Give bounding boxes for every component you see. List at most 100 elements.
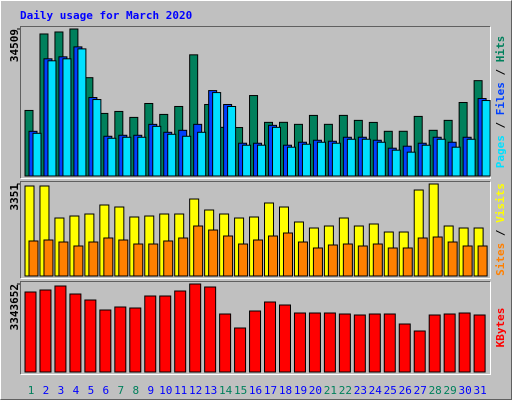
x-tick-label: 19 <box>294 384 307 397</box>
bar <box>458 312 471 373</box>
bar <box>372 243 383 277</box>
bar <box>88 241 99 277</box>
legend-separator: / <box>494 62 507 82</box>
x-tick-label: 25 <box>384 384 397 397</box>
x-tick-label: 9 <box>147 384 154 397</box>
x-tick-label: 17 <box>264 384 277 397</box>
x-tick-label: 13 <box>204 384 217 397</box>
bar <box>58 241 69 277</box>
bar <box>107 137 117 177</box>
x-tick-label: 16 <box>249 384 262 397</box>
bar <box>137 136 147 177</box>
bar <box>257 144 267 177</box>
bar <box>159 295 172 373</box>
x-tick-label: 12 <box>189 384 202 397</box>
panel-bevel-dark <box>20 281 491 375</box>
y-tick-label: 34509 <box>8 29 21 62</box>
x-tick-label: 24 <box>369 384 383 397</box>
bar <box>477 245 488 277</box>
bar <box>163 240 174 277</box>
bar <box>297 241 308 277</box>
x-tick-label: 6 <box>103 384 110 397</box>
chart-title: Daily usage for March 2020 <box>20 9 192 22</box>
bar <box>178 237 189 277</box>
bar <box>383 313 396 373</box>
y-tick-label: 3343652 <box>8 284 21 330</box>
x-tick-label: 23 <box>354 384 367 397</box>
bar <box>301 143 311 177</box>
bar <box>286 146 296 177</box>
bar <box>278 304 291 373</box>
x-tick-label: 27 <box>414 384 427 397</box>
x-tick-label: 30 <box>459 384 472 397</box>
x-tick-label: 14 <box>219 384 233 397</box>
panel-bevel-light <box>20 26 491 179</box>
bar <box>152 125 162 177</box>
bar <box>227 105 237 177</box>
bar <box>39 289 52 373</box>
legend-entry: Files <box>494 82 507 115</box>
bar <box>99 309 112 373</box>
bar <box>73 245 84 277</box>
bar <box>62 58 72 177</box>
x-tick-label: 29 <box>444 384 457 397</box>
bar <box>84 299 97 373</box>
bar <box>118 239 129 277</box>
bar <box>253 239 264 277</box>
x-tick-label: 10 <box>159 384 172 397</box>
legend-entry: Hits <box>494 36 507 63</box>
bar <box>47 60 57 177</box>
bar <box>193 225 204 277</box>
bar <box>417 237 428 277</box>
x-tick-label: 21 <box>324 384 337 397</box>
bar <box>148 243 159 277</box>
bar <box>436 138 446 177</box>
bar <box>293 312 306 373</box>
bar <box>406 151 416 177</box>
x-tick-label: 20 <box>309 384 322 397</box>
x-tick-label: 1 <box>28 384 35 397</box>
bar <box>77 48 87 177</box>
x-tick-label: 7 <box>118 384 125 397</box>
bar <box>174 290 187 373</box>
legend-entry: Visits <box>494 183 507 223</box>
bar <box>249 310 262 373</box>
panel-bevel-light <box>20 181 491 279</box>
bar <box>338 313 351 373</box>
bar <box>316 141 326 177</box>
bar <box>272 126 282 177</box>
legend-separator: / <box>494 223 507 243</box>
legend: KBytes <box>494 308 507 348</box>
x-tick-label: 28 <box>429 384 442 397</box>
bar <box>327 244 338 277</box>
legend-entry: KBytes <box>494 308 507 348</box>
x-tick-label: 15 <box>234 384 247 397</box>
panel-bevel-dark <box>20 26 491 179</box>
bar <box>447 241 458 277</box>
x-tick-label: 4 <box>73 384 80 397</box>
bar <box>481 100 491 177</box>
bar <box>312 247 323 277</box>
bar <box>114 306 127 373</box>
panel-bevel-light <box>20 281 491 375</box>
x-tick-label: 5 <box>88 384 95 397</box>
bar <box>167 133 177 177</box>
bar <box>473 314 486 373</box>
bar <box>398 323 411 373</box>
legend: Sites / Visits <box>494 183 507 276</box>
panel-bevel-dark <box>20 181 491 279</box>
x-tick-label: 22 <box>339 384 352 397</box>
bar <box>391 149 401 177</box>
bar <box>353 314 366 373</box>
bar <box>413 330 426 373</box>
bar <box>212 92 222 177</box>
bar <box>103 237 114 277</box>
bar <box>238 243 249 277</box>
bar <box>432 236 443 277</box>
x-tick-label: 11 <box>174 384 187 397</box>
legend-separator: / <box>494 115 507 135</box>
bar <box>342 243 353 277</box>
bar <box>282 232 293 277</box>
